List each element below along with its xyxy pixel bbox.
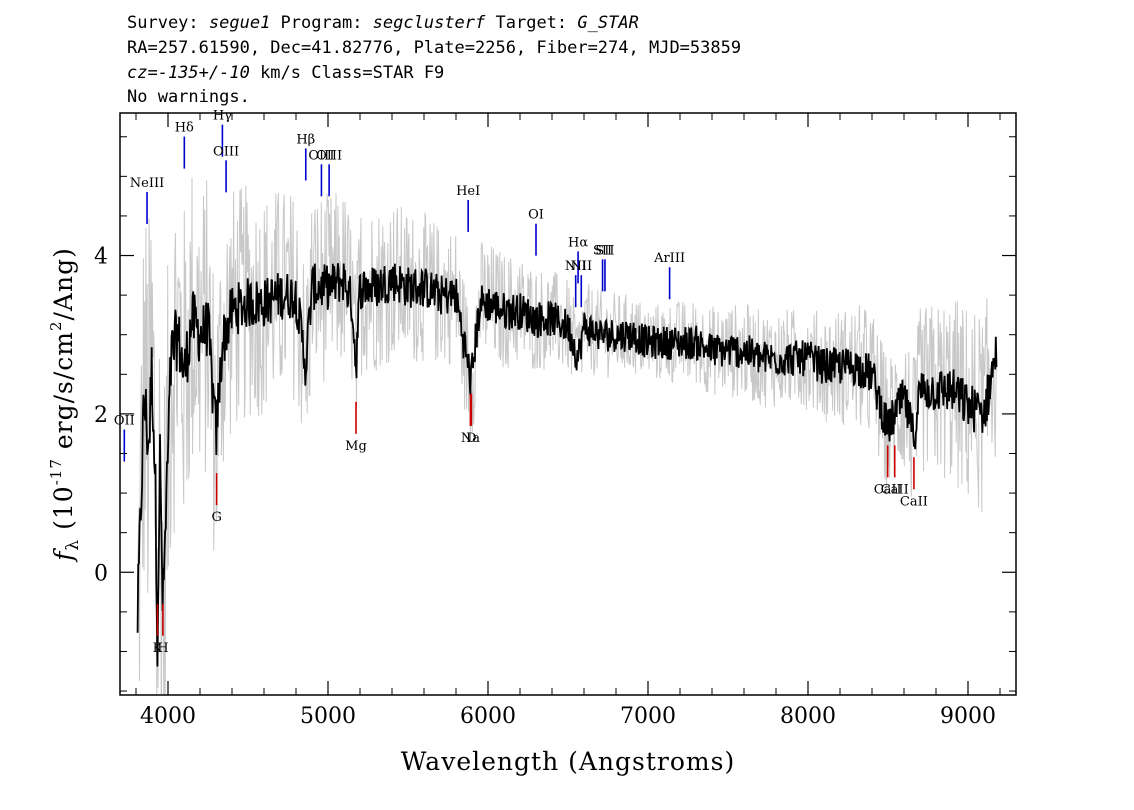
emission-line-label: Hα (568, 235, 588, 250)
plot-area (136, 177, 998, 695)
absorption-line-label: H (157, 641, 168, 656)
y-axis-exponent: -17 (47, 458, 65, 485)
header-line-1: Survey: segue1 Program: segclusterf Targ… (127, 13, 639, 33)
x-tick-label: 4000 (140, 704, 196, 729)
absorption-line-label: CaII (881, 482, 909, 497)
axes: 4000 5000 6000 7000 8000 9000 0 2 4 (94, 113, 1016, 729)
header-line-2: RA=257.61590, Dec=41.82776, Plate=2256, … (127, 38, 742, 58)
survey-value: segue1 (208, 13, 271, 33)
y-tick-label: 2 (94, 403, 108, 428)
emission-line-label: Hβ (296, 132, 315, 147)
absorption-line-label: Na (461, 431, 480, 446)
absorption-line-label: CaII (874, 482, 902, 497)
emission-line-label: OIII (213, 144, 239, 159)
error-spectrum (137, 177, 997, 695)
y-axis-title: fλ (10-17 erg/s/cm2/Ang) (47, 247, 83, 563)
x-tick-label: 5000 (300, 704, 356, 729)
emission-line-label: Hγ (213, 109, 232, 124)
emission-line-label: SII (595, 243, 614, 258)
y-tick-label: 0 (94, 561, 108, 586)
emission-line-label: HeI (456, 184, 480, 199)
emission-line-label: OIII (316, 148, 342, 163)
header-line-3: cz=-135+/-10 km/s Class=STAR F9 (127, 63, 444, 83)
y-axis-unit-mid: erg/s/cm (49, 331, 78, 458)
x-axis-title: Wavelength (Angstroms) (401, 747, 735, 776)
y-axis-square: 2 (47, 320, 65, 331)
y-tick-label: 4 (94, 245, 108, 270)
y-axis-unit-open: (10 (49, 485, 78, 539)
emission-line-label: OIII (308, 148, 334, 163)
target-label: Target: (485, 13, 578, 33)
header-warnings: No warnings. (127, 87, 250, 107)
emission-line-label: OI (528, 208, 544, 223)
y-axis-subscript: λ (63, 539, 83, 551)
absorption-line-label: CaII (900, 494, 928, 509)
class-info: km/s Class=STAR F9 (249, 63, 445, 83)
x-tick-label: 7000 (620, 704, 676, 729)
target-value: G_STAR (577, 13, 639, 33)
flux-spectrum (136, 263, 998, 667)
absorption-line-label: D (466, 431, 476, 446)
absorption-line-label: Mg (345, 439, 367, 454)
emission-line-label: OII (114, 414, 135, 429)
emission-line-label: ArIII (653, 251, 685, 266)
y-axis-symbol: f (49, 548, 78, 563)
absorption-line-label: G (211, 510, 221, 525)
program-label: Program: (270, 13, 373, 33)
plot-frame (119, 112, 1017, 696)
redshift-value: cz=-135+/-10 (127, 63, 250, 83)
spectral-line-markers: NeIIIHδHγOIIIHβOIIIOIIIHeIOINIIHαNIISIIS… (114, 109, 928, 656)
survey-label: Survey: (127, 13, 209, 33)
emission-line-label: SII (593, 243, 612, 258)
emission-line-label: Hδ (175, 121, 194, 136)
program-value: segclusterf (372, 13, 486, 33)
absorption-line-label: K (153, 641, 163, 656)
emission-line-label: NeIII (130, 176, 164, 191)
y-axis-unit-close: /Ang) (49, 247, 78, 320)
emission-line-label: NII (570, 259, 592, 274)
x-tick-label: 6000 (460, 704, 516, 729)
x-tick-label: 8000 (780, 704, 836, 729)
x-tick-label: 9000 (940, 704, 996, 729)
emission-line-label: NII (565, 259, 587, 274)
